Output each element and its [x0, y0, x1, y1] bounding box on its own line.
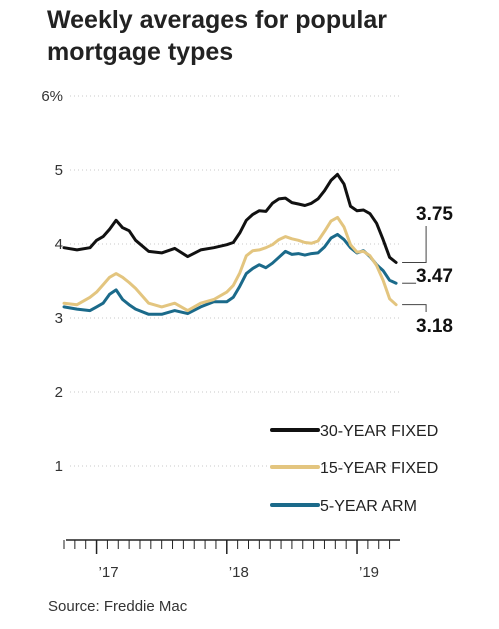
y-tick-label: 6%	[41, 88, 63, 105]
legend: 30-YEAR FIXED 15-YEAR FIXED 5-YEAR ARM	[270, 423, 438, 515]
series-line	[62, 215, 398, 313]
end-value-label: 3.47	[416, 266, 453, 287]
leader-line	[402, 226, 427, 263]
legend-label: 15-YEAR FIXED	[320, 460, 438, 477]
y-axis-ticks: 6% 5 4 3 2 1	[41, 88, 63, 475]
series-lines	[62, 172, 398, 316]
legend-label: 30-YEAR FIXED	[320, 423, 438, 440]
end-value-labels: 3.75 3.47 3.18	[402, 204, 453, 337]
x-tick-label: ’19	[359, 564, 379, 581]
x-tick-label: ’18	[229, 564, 249, 581]
y-tick-label: 3	[55, 310, 63, 327]
y-tick-label: 5	[55, 162, 63, 179]
series-line	[62, 172, 398, 264]
chart-title: Weekly averages for popular mortgage typ…	[47, 6, 387, 66]
y-tick-label: 4	[55, 236, 63, 253]
x-tick-label: ’17	[99, 564, 119, 581]
x-axis: ’17 ’18 ’19	[63, 539, 400, 581]
legend-label: 5-YEAR ARM	[320, 498, 417, 515]
series-line	[62, 232, 398, 316]
y-tick-label: 1	[55, 458, 63, 475]
end-value-label: 3.75	[416, 204, 453, 225]
leader-line	[402, 304, 427, 312]
y-tick-label: 2	[55, 384, 63, 401]
end-value-label: 3.18	[416, 316, 453, 337]
source-note: Source: Freddie Mac	[48, 598, 188, 615]
